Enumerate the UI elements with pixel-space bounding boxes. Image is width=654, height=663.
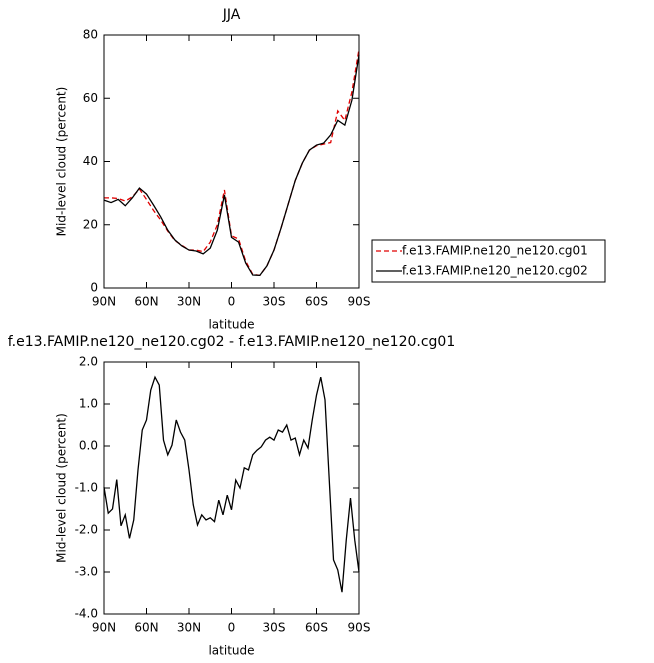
data-line <box>104 49 360 277</box>
y-tick-label: -1.0 <box>75 481 98 495</box>
x-tick-label: 30N <box>177 621 201 635</box>
chart-title: f.e13.FAMIP.ne120_ne120.cg02 - f.e13.FAM… <box>8 334 456 350</box>
legend-box <box>371 239 606 283</box>
y-tick-label: -2.0 <box>75 523 98 537</box>
x-tick-label: 30N <box>177 295 201 309</box>
plot-frame <box>103 34 360 289</box>
chart-title: JJA <box>222 7 241 23</box>
x-tick-label: 0 <box>228 621 236 635</box>
x-tick-label: 60S <box>305 621 328 635</box>
y-tick-label: 20 <box>83 217 98 231</box>
x-tick-label: 60S <box>305 295 328 309</box>
y-tick-label: 0.0 <box>79 439 98 453</box>
data-line <box>103 375 360 593</box>
y-tick-label: 60 <box>83 91 98 105</box>
y-axis-label: Mid-level cloud (percent) <box>55 413 69 563</box>
x-axis-label: latitude <box>208 644 254 658</box>
y-axis-label: Mid-level cloud (percent) <box>55 87 69 237</box>
plot-frame <box>103 361 360 615</box>
y-tick-label: 2.0 <box>79 355 98 369</box>
legend-label: f.e13.FAMIP.ne120_ne120.cg02 <box>402 264 588 278</box>
y-tick-label: 0 <box>90 281 98 295</box>
x-tick-label: 60N <box>134 621 158 635</box>
x-tick-label: 30S <box>263 621 286 635</box>
x-tick-label: 30S <box>263 295 286 309</box>
x-tick-label: 90N <box>92 621 116 635</box>
x-tick-label: 90N <box>92 295 116 309</box>
y-tick-label: 80 <box>83 28 98 42</box>
y-tick-label: -4.0 <box>75 607 98 621</box>
x-tick-label: 90S <box>348 621 371 635</box>
legend-label: f.e13.FAMIP.ne120_ne120.cg01 <box>402 244 588 258</box>
x-axis-label: latitude <box>208 318 254 332</box>
data-line <box>103 54 360 277</box>
x-tick-label: 60N <box>134 295 158 309</box>
y-tick-label: 1.0 <box>79 397 98 411</box>
y-tick-label: 40 <box>83 154 98 168</box>
x-tick-label: 90S <box>348 295 371 309</box>
y-tick-label: -3.0 <box>75 565 98 579</box>
x-tick-label: 0 <box>228 295 236 309</box>
